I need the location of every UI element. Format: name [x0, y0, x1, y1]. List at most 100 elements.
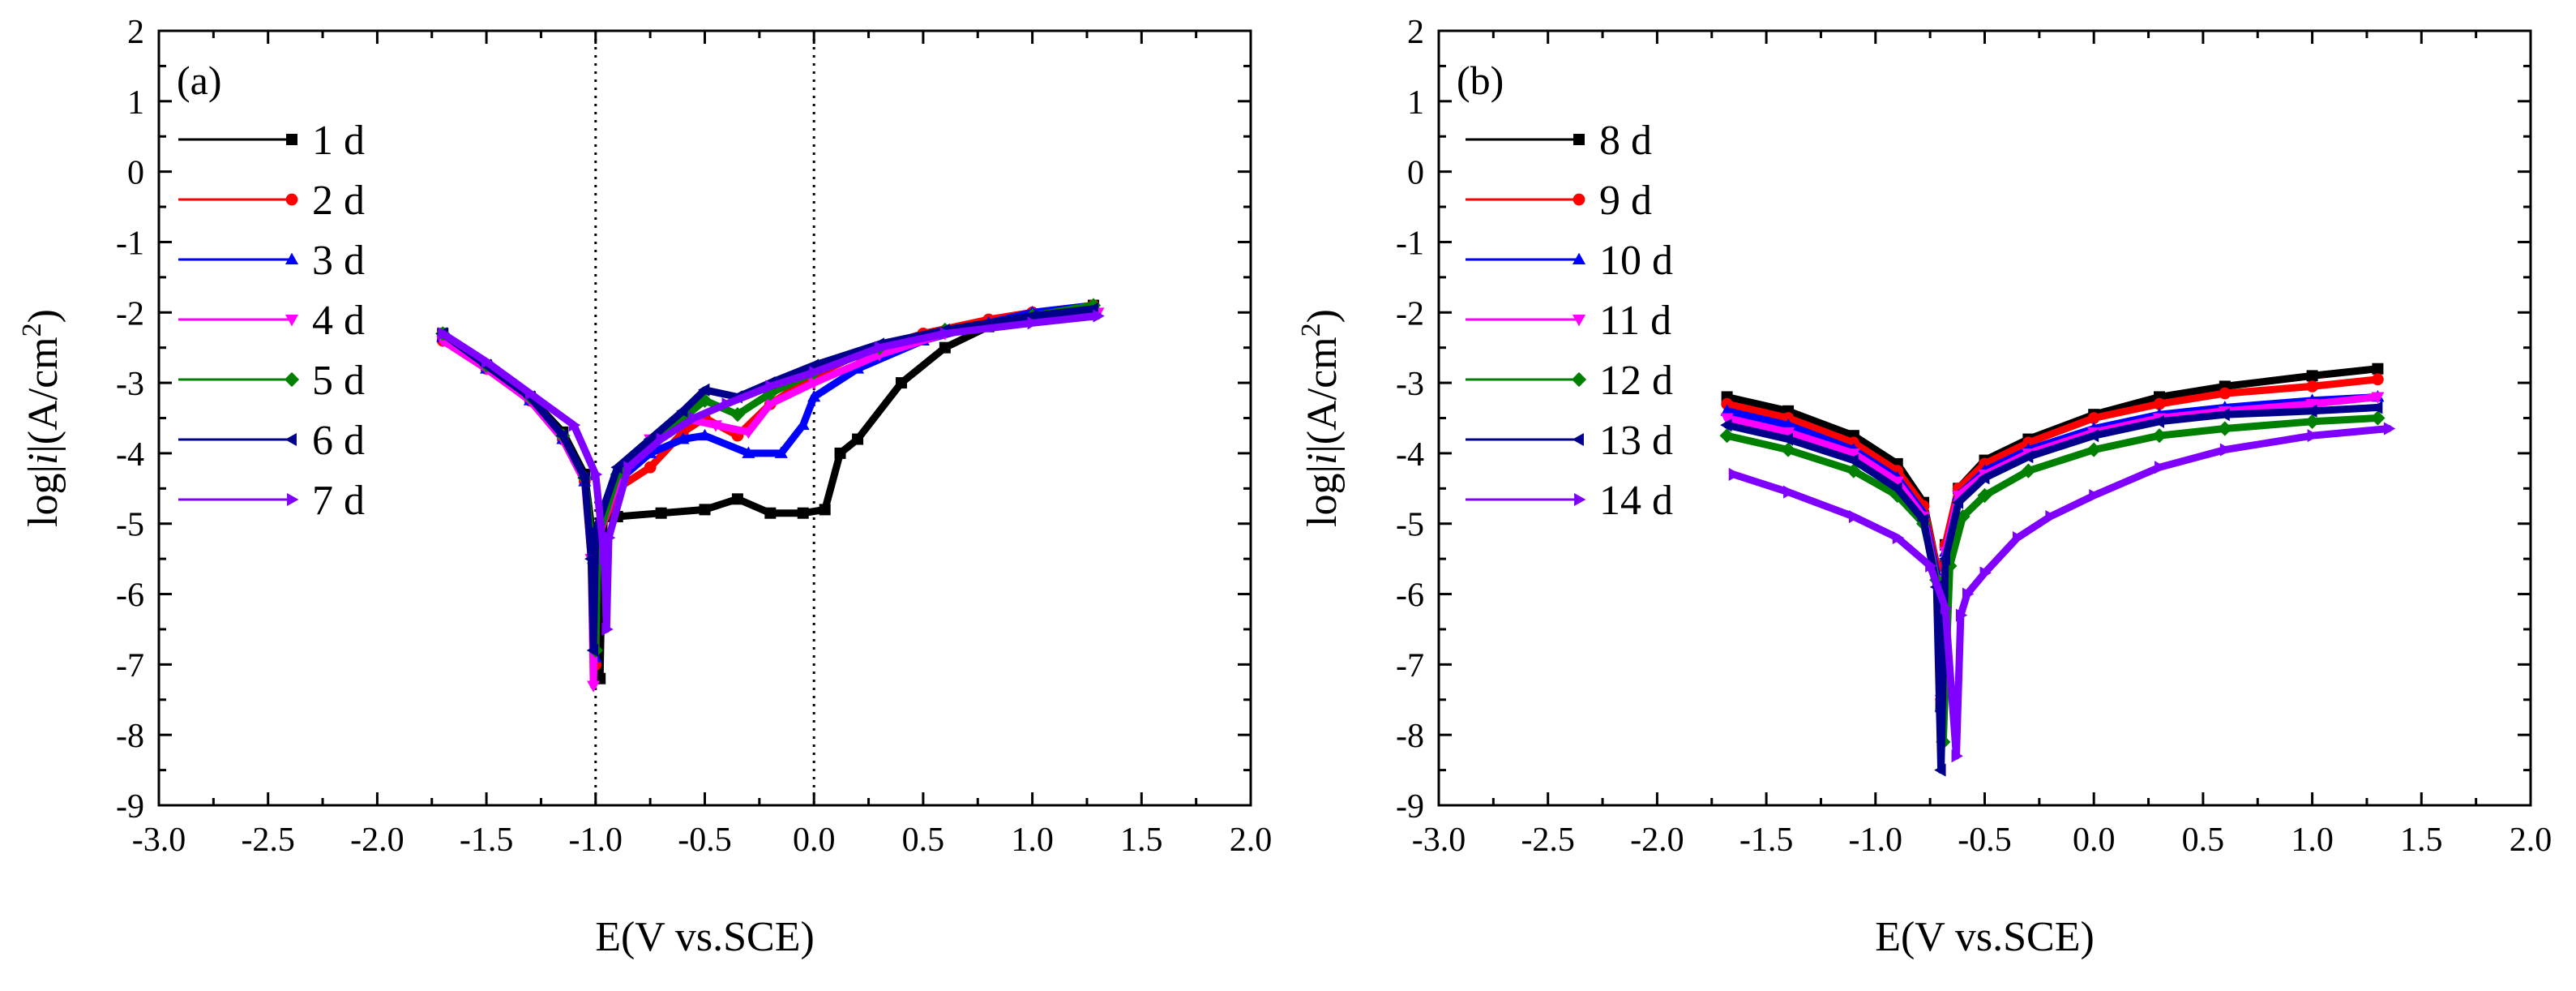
- data-point: [834, 447, 846, 459]
- data-point: [1977, 487, 1992, 504]
- data-point: [2089, 488, 2101, 503]
- data-point: [807, 378, 821, 390]
- data-point: [1027, 316, 1039, 330]
- legend-label: 4 d: [312, 298, 365, 344]
- data-point: [2045, 509, 2057, 524]
- x-tick-label: 0.5: [902, 822, 945, 859]
- legend-marker: [1571, 371, 1587, 388]
- y-tick-label: 2: [127, 14, 144, 51]
- data-point: [2306, 370, 2318, 382]
- legend-label: 7 d: [312, 478, 365, 524]
- data-point: [1781, 427, 1795, 440]
- data-point: [1951, 496, 1964, 509]
- data-point: [2153, 397, 2166, 410]
- series-line: [439, 308, 1102, 689]
- y-tick-label: -9: [1396, 788, 1424, 826]
- data-point: [2021, 450, 2034, 464]
- legend-item: 7 d: [178, 478, 365, 524]
- y-axis-title-italic: i: [20, 453, 66, 465]
- x-tick-label: -3.0: [1412, 822, 1466, 859]
- y-tick-label: -7: [116, 647, 144, 684]
- y-axis-title-close: ): [20, 309, 66, 323]
- data-point: [764, 507, 777, 519]
- data-point: [587, 680, 601, 693]
- data-point: [1952, 491, 1966, 503]
- data-point: [2371, 392, 2385, 404]
- data-point: [1848, 509, 1861, 524]
- legend-label: 14 d: [1599, 478, 1673, 524]
- legend-item: 4 d: [178, 298, 365, 344]
- y-tick-label: 0: [1407, 155, 1424, 192]
- data-point: [2372, 363, 2384, 375]
- legend-marker: [285, 252, 299, 264]
- y-tick-label: 1: [1407, 84, 1424, 122]
- y-tick-label: -3: [116, 366, 144, 403]
- series-line: [1723, 365, 2381, 710]
- data-point: [590, 467, 603, 482]
- data-point: [2087, 412, 2100, 424]
- data-point: [939, 327, 952, 341]
- x-axis-title: E(V vs.SCE): [1875, 914, 2095, 960]
- data-point: [568, 418, 581, 432]
- data-point: [1093, 309, 1105, 323]
- y-tick-label: -5: [1396, 507, 1424, 544]
- series-3d: [436, 298, 1101, 663]
- data-point: [809, 366, 821, 380]
- y-tick-label: -8: [116, 718, 144, 755]
- data-point: [774, 446, 788, 458]
- legend-label: 2 d: [312, 178, 365, 224]
- data-point: [655, 507, 667, 519]
- y-axis-title-suffix: |(A/cm: [20, 337, 66, 453]
- y-tick-label: -4: [116, 436, 144, 474]
- y-tick-label: 1: [127, 84, 144, 122]
- legend-item: 5 d: [178, 358, 365, 404]
- x-tick-label: 2.0: [1230, 822, 1273, 859]
- series-line: [439, 302, 1098, 662]
- legend-label: 5 d: [312, 358, 365, 404]
- data-point: [555, 429, 568, 443]
- legend-item: 1 d: [178, 118, 365, 164]
- data-point: [623, 461, 635, 474]
- series-line: [439, 302, 1098, 668]
- data-point: [2370, 410, 2386, 426]
- series-2d: [436, 299, 1100, 671]
- legend-item: 13 d: [1466, 418, 1673, 464]
- y-tick-label: 2: [1407, 14, 1424, 51]
- legend-label: 8 d: [1599, 118, 1652, 164]
- data-point: [698, 383, 710, 397]
- x-tick-label: -2.5: [241, 822, 295, 859]
- data-point: [1720, 418, 1732, 432]
- y-axis-title-close: ): [1299, 309, 1346, 323]
- legend-marker: [287, 492, 299, 507]
- data-point: [2151, 428, 2167, 444]
- data-point: [742, 427, 755, 440]
- x-tick-label: 1.5: [1120, 822, 1163, 859]
- data-point: [2305, 399, 2319, 411]
- data-point: [2219, 387, 2232, 400]
- legend-marker: [286, 134, 297, 145]
- y-tick-label: -4: [1396, 436, 1424, 474]
- data-point: [676, 432, 690, 444]
- data-point: [604, 531, 616, 545]
- panel-label: (b): [1457, 58, 1504, 103]
- data-point: [2086, 442, 2102, 457]
- data-point: [763, 386, 778, 401]
- x-tick-label: -3.0: [132, 822, 186, 859]
- data-point: [2304, 414, 2320, 429]
- legend-marker: [1572, 315, 1586, 327]
- data-point: [875, 341, 887, 354]
- data-point: [2306, 380, 2318, 393]
- legend-label: 1 d: [312, 118, 365, 164]
- data-point: [2371, 401, 2383, 414]
- data-point: [1890, 476, 1904, 489]
- legend-label: 10 d: [1599, 238, 1673, 284]
- x-tick-label: -1.5: [460, 822, 514, 859]
- data-point: [1719, 428, 1735, 444]
- legend-marker: [285, 193, 298, 206]
- x-tick-label: -1.5: [1739, 822, 1794, 859]
- data-point: [742, 446, 755, 458]
- legend-item: 10 d: [1466, 238, 1673, 284]
- legend-label: 11 d: [1599, 298, 1671, 344]
- series-7d: [438, 309, 1105, 637]
